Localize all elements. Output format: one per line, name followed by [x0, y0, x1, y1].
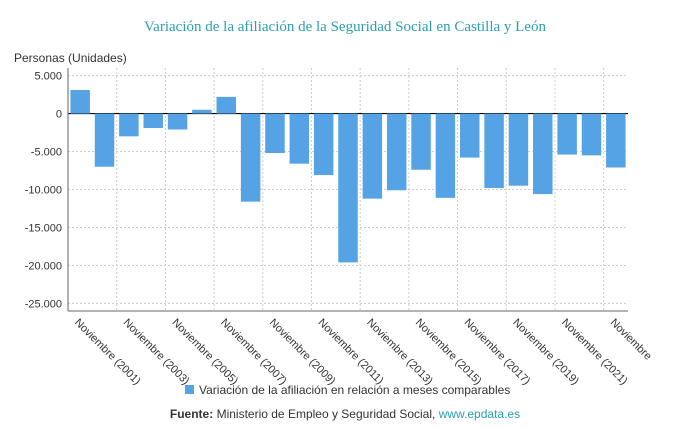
- bar: [362, 113, 383, 199]
- bar: [338, 113, 358, 263]
- bar: [70, 90, 90, 114]
- bar: [94, 113, 115, 167]
- y-tick-label: -20.000: [25, 260, 62, 272]
- y-tick-label: -5.000: [31, 147, 62, 159]
- source-link[interactable]: www.epdata.es: [438, 407, 520, 421]
- bar: [557, 113, 577, 155]
- y-tick-label: -10.000: [25, 185, 62, 197]
- bar: [435, 113, 456, 198]
- plot: 5.000 0 -5.000 -10.000 -15.000 -20.000 -25.000…: [25, 68, 654, 387]
- bar: [143, 113, 163, 128]
- legend-label: Variación de la afiliación en relación a…: [199, 383, 510, 397]
- bar: [313, 113, 334, 176]
- bar: [119, 113, 139, 137]
- bar: [411, 113, 431, 170]
- bar: [460, 113, 480, 158]
- bar: [240, 113, 261, 202]
- bar: [533, 113, 553, 195]
- y-tick-label: 5.000: [34, 71, 62, 83]
- chart-title: Variación de la afiliación de la Segurid…: [144, 19, 546, 35]
- y-tick-label: -25.000: [25, 298, 62, 310]
- y-tick-label: 0: [56, 109, 62, 121]
- legend-swatch: [185, 385, 194, 394]
- bar: [265, 113, 285, 154]
- source: Fuente: Ministerio de Empleo y Seguridad…: [170, 407, 520, 421]
- source-text: Ministerio de Empleo y Seguridad Social,: [217, 407, 436, 421]
- bar: [192, 109, 212, 114]
- y-axis-label: Personas (Unidades): [14, 51, 127, 65]
- bar: [581, 113, 602, 156]
- bar: [484, 113, 504, 188]
- y-tick-label: -15.000: [25, 222, 62, 234]
- x-tick-label: Noviembre: [608, 317, 654, 363]
- source-label: Fuente:: [170, 407, 213, 421]
- bar: [289, 113, 310, 164]
- bar: [386, 113, 407, 191]
- bar: [167, 113, 188, 130]
- bar: [508, 113, 529, 186]
- bar: [216, 96, 236, 114]
- bar: [606, 113, 626, 168]
